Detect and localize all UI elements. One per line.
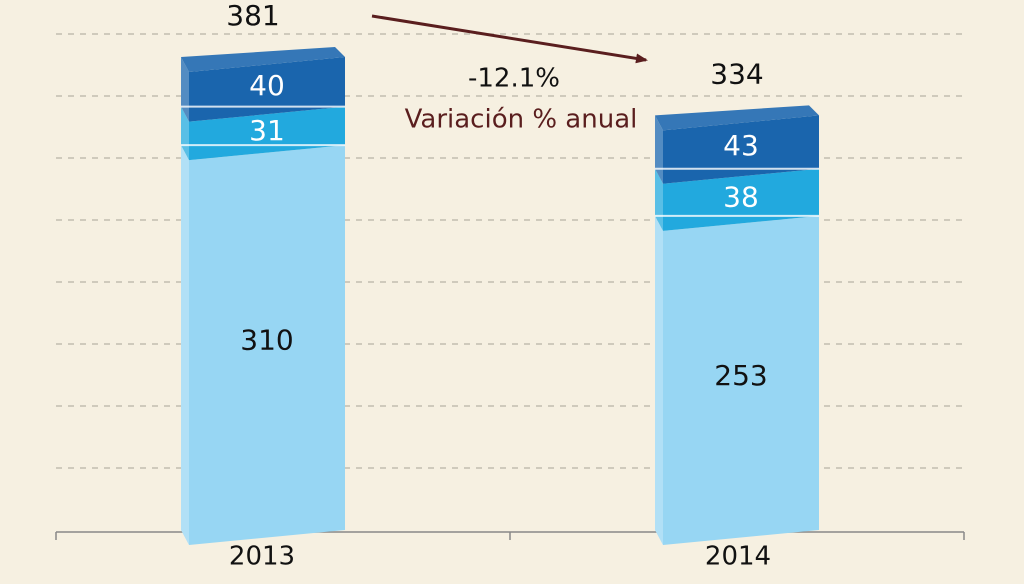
bar-face-front (189, 145, 345, 546)
segment-label-2014-3: 43 (723, 129, 759, 162)
bar-segment-2014-3: 43 (655, 105, 819, 184)
bar-face-front (663, 115, 819, 184)
bar-face-left (655, 215, 663, 545)
x-tick-label-2013: 2013 (229, 542, 295, 572)
bar-face-left (181, 57, 189, 122)
total-label-2014: 334 (710, 57, 763, 90)
bar-segment-2014-2: 38 (655, 168, 819, 231)
bar-face-front (663, 215, 819, 545)
annotation-value: -12.1% (468, 64, 560, 94)
bar-face-top (655, 105, 819, 131)
bar-face-left (181, 106, 189, 161)
annotation-arrow (371, 14, 648, 64)
segment-label-2013-3: 40 (249, 69, 285, 102)
bar-face-top (181, 47, 345, 72)
bar-segment-2013-3: 40 (181, 47, 345, 122)
bar-face-front (189, 106, 345, 161)
segment-label-2013-1: 310 (240, 324, 293, 357)
annotation-text: Variación % anual (405, 105, 638, 135)
bars-group: 310 31 40 381 253 38 43 334 (181, 0, 819, 546)
bar-segment-2013-2: 31 (181, 106, 345, 161)
bar-segment-2013-1: 310 (181, 145, 345, 546)
total-label-2013: 381 (226, 0, 279, 32)
bar-face-front (189, 57, 345, 122)
bar-segment-2014-1: 253 (655, 215, 819, 545)
segment-label-2014-2: 38 (723, 180, 759, 213)
bar-face-left (181, 145, 189, 546)
segment-label-2014-1: 253 (714, 359, 767, 392)
bar-face-left (655, 115, 663, 184)
segment-label-2013-2: 31 (249, 114, 285, 147)
x-tick-label-2014: 2014 (705, 542, 771, 572)
